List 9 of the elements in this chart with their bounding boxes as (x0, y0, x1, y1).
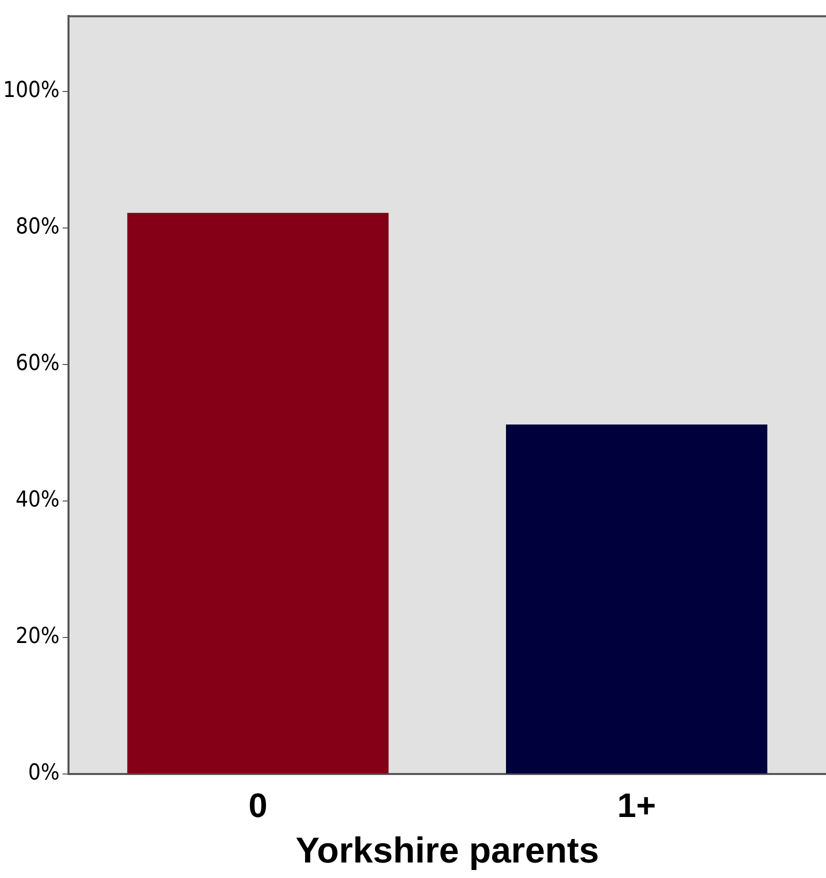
y-tick-label: 0% (28, 760, 60, 786)
x-tick-label: 0 (248, 786, 268, 825)
y-tick-label: 60% (16, 351, 60, 376)
x-tick-label: 1+ (617, 786, 656, 825)
y-tick-label: 80% (16, 214, 60, 240)
x-axis-title: Yorkshire parents (296, 829, 600, 870)
y-tick-label: 20% (16, 624, 60, 650)
y-tick-label: 40% (16, 488, 60, 513)
y-tick-label: 100% (2, 78, 60, 104)
